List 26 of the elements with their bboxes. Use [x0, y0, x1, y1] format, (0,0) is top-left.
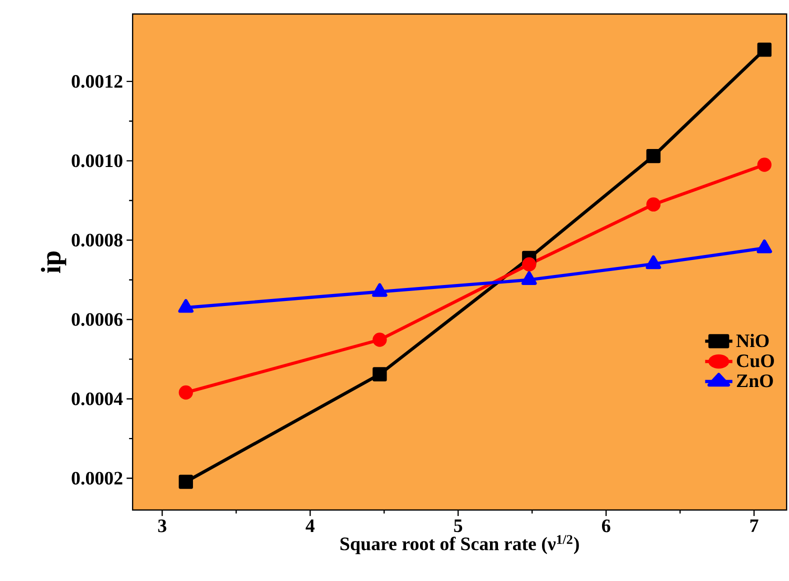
- x-tick-label: 5: [454, 520, 462, 532]
- y-tick-label: 0.0010: [72, 154, 122, 168]
- y-tick-label: 0.0004: [72, 392, 123, 406]
- point: [372, 332, 387, 347]
- x-tick-label: 3: [158, 520, 166, 532]
- legend-label: ZnO: [736, 374, 773, 388]
- point: [646, 197, 661, 212]
- y-tick-label: 0.0008: [72, 234, 122, 247]
- point: [646, 148, 661, 164]
- point: [757, 42, 772, 57]
- legend-label: CuO: [736, 354, 774, 368]
- point: [178, 299, 194, 313]
- x-tick-label: 4: [306, 520, 315, 532]
- x-axis-title: Square root of Scan rate (ν$^{1/2}$): [340, 535, 579, 554]
- point: [372, 367, 387, 382]
- y-axis-title: ip: [40, 251, 66, 274]
- point: [757, 158, 772, 172]
- y-tick-label: 0.0002: [72, 472, 122, 485]
- y-tick-label: 0.0006: [72, 313, 123, 326]
- point: [522, 257, 536, 272]
- x-tick-label: 6: [602, 520, 610, 532]
- point: [178, 474, 193, 489]
- point: [178, 385, 193, 400]
- legend-label: NiO: [736, 334, 769, 348]
- x-tick-label: 7: [750, 520, 758, 532]
- y-tick-label: 0.0012: [72, 75, 122, 88]
